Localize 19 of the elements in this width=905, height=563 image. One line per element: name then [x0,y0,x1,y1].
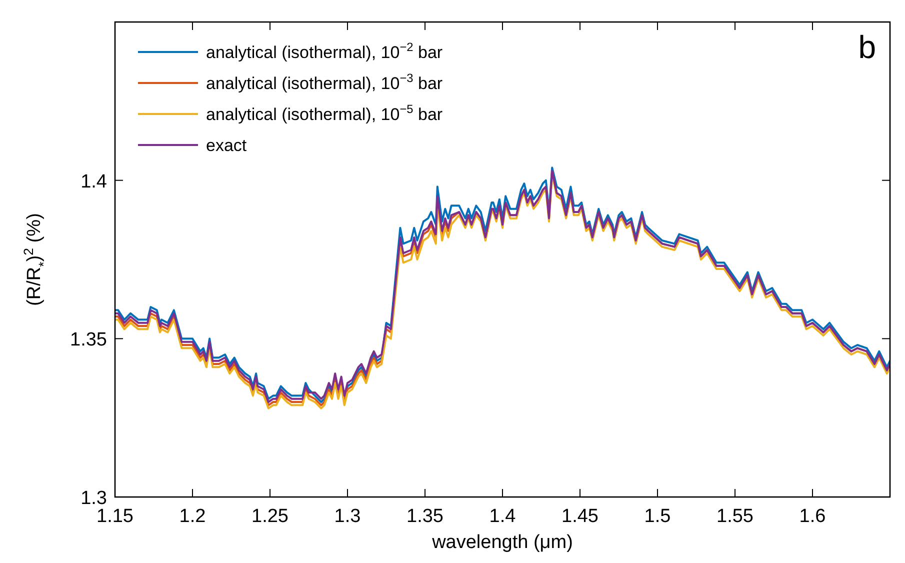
legend-label: exact [206,136,247,155]
x-tick-label: 1.55 [716,506,754,527]
legend-label: analytical (isothermal), 10$^{−2}$ bar [206,40,443,62]
x-axis-title: wavelength (μm) [431,532,573,553]
annotation: b [858,29,876,65]
x-tick-label: 1.35 [406,506,444,527]
x-tick-label: 1.25 [252,506,288,527]
y-tick-label: 1.4 [80,171,108,192]
x-tick-label: 1.5 [644,506,671,527]
x-tick-label: 1.45 [562,506,598,527]
y-tick-label: 1.35 [70,330,107,351]
legend-label: analytical (isothermal), 10$^{−5}$ bar [206,102,443,124]
x-tick-label: 1.3 [334,506,361,527]
x-tick-label: 1.2 [179,506,206,527]
legend-label: analytical (isothermal), 10$^{−3}$ bar [206,71,443,93]
x-tick-label: 1.6 [799,506,826,527]
x-tick-label: 1.15 [96,506,134,527]
y-tick-label: 1.3 [80,488,107,509]
x-tick-label: 1.4 [489,506,516,527]
